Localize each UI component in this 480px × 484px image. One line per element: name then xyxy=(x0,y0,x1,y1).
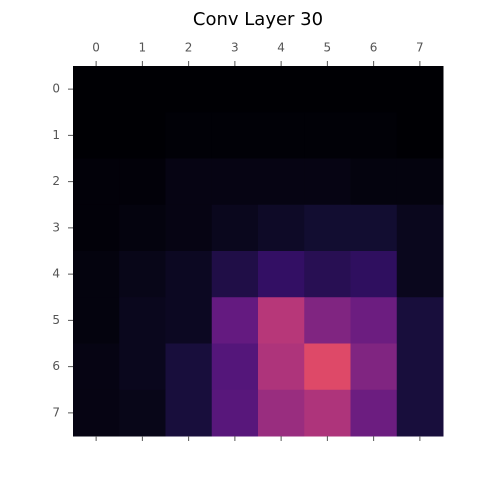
heatmap-cell xyxy=(350,343,398,391)
heatmap-cell xyxy=(119,66,166,113)
y-tick-label: 5 xyxy=(52,313,60,327)
heatmap-cell xyxy=(211,389,259,437)
heatmap-cell xyxy=(73,112,120,159)
heatmap-cell xyxy=(396,112,444,159)
x-tick-label: 2 xyxy=(185,41,193,55)
x-tick-label: 6 xyxy=(370,41,378,55)
heatmap-cell xyxy=(396,66,444,113)
heatmap-cell xyxy=(165,297,213,344)
heatmap-cell xyxy=(258,297,305,344)
heatmap-cell xyxy=(304,66,351,113)
y-tick-label: 0 xyxy=(52,82,60,96)
heatmap-cell xyxy=(165,251,213,298)
heatmap-cell xyxy=(165,158,213,206)
y-tick-label: 2 xyxy=(52,174,60,188)
heatmap-cell xyxy=(211,158,259,206)
heatmap-cell xyxy=(119,204,166,252)
chart-title: Conv Layer 30 xyxy=(193,9,323,30)
heatmap-cell xyxy=(258,204,305,252)
heatmap-cell xyxy=(396,204,444,252)
heatmap-cell xyxy=(119,297,166,344)
x-tick-label: 4 xyxy=(277,41,285,55)
heatmap-cell xyxy=(119,251,166,298)
heatmap-cell xyxy=(165,204,213,252)
heatmap-cell xyxy=(258,251,305,298)
heatmap-cell xyxy=(350,66,398,113)
heatmap-cell xyxy=(211,251,259,298)
heatmap-cell xyxy=(396,343,444,391)
heatmap-cell xyxy=(119,112,166,159)
heatmap-cell xyxy=(73,204,120,252)
heatmap-cell xyxy=(119,389,166,437)
heatmap-cell xyxy=(73,251,120,298)
heatmap-cell xyxy=(211,204,259,252)
x-tick-label: 1 xyxy=(139,41,147,55)
heatmap-cell xyxy=(211,112,259,159)
heatmap-cell xyxy=(304,158,351,206)
heatmap-cell xyxy=(119,343,166,391)
x-tick-label: 0 xyxy=(92,41,100,55)
heatmap-cell xyxy=(350,251,398,298)
heatmap-cell xyxy=(258,343,305,391)
heatmap-cell xyxy=(304,343,351,391)
heatmap-cell xyxy=(258,112,305,159)
heatmap-cell xyxy=(165,66,213,113)
heatmap-cell xyxy=(396,297,444,344)
heatmap-cell xyxy=(350,204,398,252)
heatmap-cell xyxy=(73,343,120,391)
heatmap-cell xyxy=(396,158,444,206)
heatmap-cell xyxy=(350,297,398,344)
heatmap-cell xyxy=(211,343,259,391)
y-tick-label: 4 xyxy=(52,267,60,281)
x-tick-label: 5 xyxy=(324,41,332,55)
heatmap-cell xyxy=(396,251,444,298)
heatmap-cell xyxy=(258,66,305,113)
y-tick-label: 3 xyxy=(52,220,60,234)
heatmap-cell xyxy=(304,204,351,252)
heatmap-cell xyxy=(350,158,398,206)
heatmap-cell xyxy=(396,389,444,437)
heatmap-cell xyxy=(258,158,305,206)
heatmap-cell xyxy=(73,389,120,437)
heatmap-cell xyxy=(350,112,398,159)
heatmap-cell xyxy=(350,389,398,437)
x-tick-label: 3 xyxy=(231,41,239,55)
y-tick-label: 1 xyxy=(52,128,60,142)
x-tick-label: 7 xyxy=(416,41,424,55)
heatmap-cell xyxy=(304,112,351,159)
heatmap-cell xyxy=(165,389,213,437)
heatmap-cell xyxy=(304,389,351,437)
heatmap-cell xyxy=(73,297,120,344)
heatmap-cell xyxy=(165,343,213,391)
heatmap-cell xyxy=(304,297,351,344)
heatmap-cell xyxy=(119,158,166,206)
heatmap-cell xyxy=(73,66,120,113)
heatmap-cell xyxy=(304,251,351,298)
heatmap-cell xyxy=(211,297,259,344)
y-tick-label: 6 xyxy=(52,359,60,373)
heatmap-cell xyxy=(211,66,259,113)
heatmap-cell xyxy=(73,158,120,206)
y-tick-label: 7 xyxy=(52,405,60,419)
heatmap-cell xyxy=(258,389,305,437)
heatmap-cell xyxy=(165,112,213,159)
